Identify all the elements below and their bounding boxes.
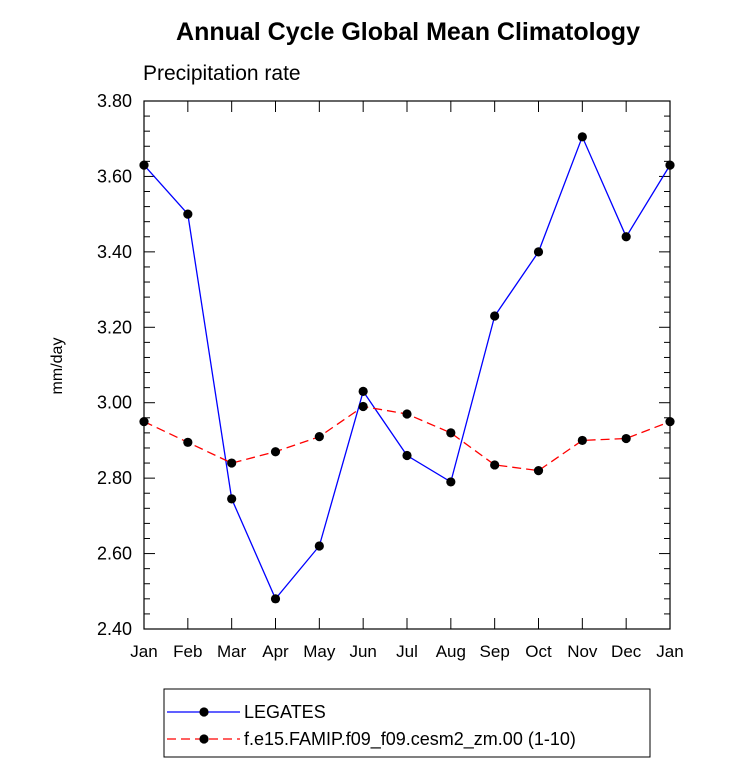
data-point [533,466,544,476]
data-point [358,386,368,396]
x-tick-label: Feb [173,642,202,661]
y-tick-label: 2.40 [97,619,132,639]
x-tick-label: Oct [525,642,552,661]
x-tick-label: Jan [656,642,683,661]
legend: LEGATES f.e15.FAMIP.f09_f09.cesm2_zm.00 (… [163,688,651,758]
series-line-0 [143,135,671,601]
legend-label: LEGATES [244,702,326,722]
legend-marker [199,707,209,717]
y-tick-label: 3.00 [97,393,132,413]
data-point [139,160,149,170]
data-point [577,435,587,446]
x-tick-label: Jul [396,642,418,661]
x-tick-label: Mar [217,642,247,661]
chart-subtitle: Precipitation rate [143,62,301,85]
data-point [402,409,412,419]
series-layer [139,132,675,604]
chart-title: Annual Cycle Global Mean Climatology [176,18,640,46]
legend-label: f.e15.FAMIP.f09_f09.cesm2_zm.00 (1-10) [244,729,576,750]
y-tick-label: 2.80 [97,468,132,488]
x-tick-label: Sep [480,642,510,661]
data-point [665,160,675,170]
y-axis-label: mm/day [49,338,66,395]
data-point [490,460,500,470]
x-tick-label: Dec [611,642,642,661]
data-point [183,437,193,447]
data-point [665,416,675,427]
legend-items: LEGATES f.e15.FAMIP.f09_f09.cesm2_zm.00 (… [167,702,576,750]
data-point [314,432,324,442]
data-point [446,428,456,438]
plot-frame [143,100,671,630]
data-point [621,232,631,242]
x-tick-label: Apr [262,642,289,661]
data-point [402,450,412,461]
legend-marker [199,734,209,744]
data-point [183,209,193,219]
legend-box [163,688,651,758]
data-point [227,494,237,504]
x-tick-label: Jan [130,642,157,661]
data-point [314,541,324,551]
data-point [446,477,456,487]
y-tick-labels: 2.40 2.60 2.80 3.00 3.20 3.40 3.60 3.80 [97,91,132,639]
data-point [227,458,237,468]
y-tick-label: 2.60 [97,544,132,564]
y-tick-label: 3.40 [97,242,132,262]
y-tick-label: 3.80 [97,91,132,111]
data-point [270,447,281,457]
x-tick-label: May [303,642,336,661]
data-point [621,433,631,444]
x-tick-label: Aug [436,642,466,661]
axis-ticks [143,100,671,630]
data-point [577,132,587,142]
y-tick-label: 3.20 [97,317,132,337]
data-point [533,247,544,257]
x-tick-label: Nov [567,642,598,661]
data-point [490,311,500,321]
data-point [358,401,368,412]
x-tick-labels: Jan Feb Mar Apr May Jun Jul Aug Sep Oct Nov Dec Jan [130,642,683,661]
data-point [139,416,149,427]
x-tick-label: Jun [349,642,376,661]
data-point [270,594,281,604]
y-tick-label: 3.60 [97,166,132,186]
